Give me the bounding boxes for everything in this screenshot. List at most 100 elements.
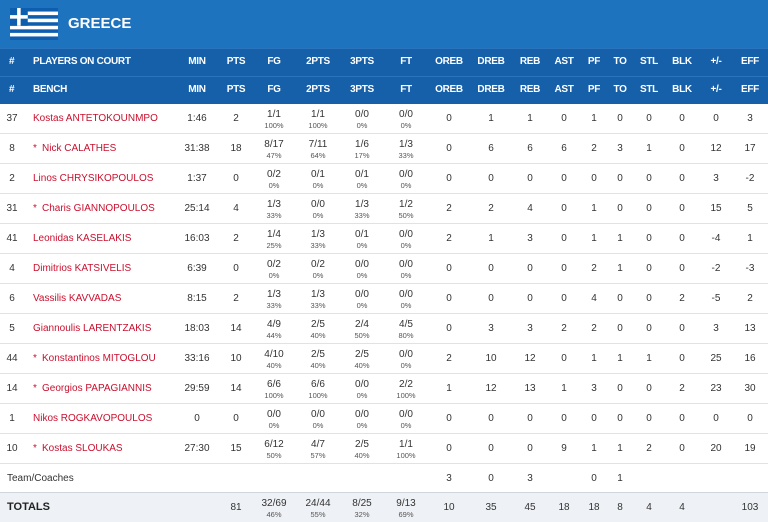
- shot-percentage: 100%: [264, 391, 284, 400]
- column-header: BLK: [672, 56, 692, 67]
- player-row: [0, 254, 768, 284]
- stat-value: 1: [561, 383, 567, 394]
- stat-value: 0: [488, 472, 494, 484]
- stat-value: 0: [679, 173, 685, 184]
- shot-made-attempted: 4/5: [399, 319, 413, 330]
- player-number: 10: [6, 443, 18, 454]
- player-row: [0, 404, 768, 434]
- shot-percentage: 33%: [310, 301, 326, 310]
- shot-percentage: 17%: [354, 151, 370, 160]
- column-header: 2PTS: [306, 56, 330, 67]
- shot-made-attempted: 1/1: [399, 439, 413, 450]
- stat-value: 0: [646, 413, 652, 424]
- shot-made-attempted: 0/1: [355, 229, 369, 240]
- stat-value: 6: [561, 143, 567, 154]
- shot-made-attempted: 0/0: [399, 349, 413, 360]
- stat-value: 0: [527, 443, 533, 454]
- stat-value: 0: [679, 143, 685, 154]
- stat-value: 6: [488, 143, 494, 154]
- shot-made-attempted: 0/0: [355, 109, 369, 120]
- player-row: [0, 134, 768, 164]
- column-header: 2PTS: [306, 84, 330, 95]
- player-name: Kostas ANTETOKOUNMPO: [33, 113, 158, 124]
- header-label: PLAYERS ON COURT: [33, 56, 131, 67]
- column-header: FT: [400, 84, 412, 95]
- stat-value: 0: [679, 353, 685, 364]
- stat-value: 0: [527, 263, 533, 274]
- shot-made-attempted: 1/2: [399, 199, 413, 210]
- shot-made-attempted: 8/17: [264, 139, 284, 150]
- stat-value: 1: [617, 472, 623, 484]
- stat-value: 0: [646, 113, 652, 124]
- shot-percentage: 0%: [400, 361, 412, 370]
- stat-value: 0: [617, 383, 623, 394]
- stat-value: 45: [524, 501, 536, 513]
- stat-value: 0: [561, 173, 567, 184]
- stat-value: 1: [591, 203, 597, 214]
- stat-value: 103: [741, 501, 759, 513]
- shot-made-attempted: 2/5: [355, 349, 369, 360]
- shot-percentage: 57%: [310, 451, 326, 460]
- player-row: [0, 314, 768, 344]
- stat-value: 0: [617, 203, 623, 214]
- shot-percentage: 0%: [268, 421, 280, 430]
- shot-made-attempted: 0/0: [399, 229, 413, 240]
- stat-value: 0: [488, 443, 494, 454]
- stat-value: 0: [446, 173, 452, 184]
- stat-value: 0: [446, 143, 452, 154]
- shot-made-attempted: 32/69: [261, 497, 287, 509]
- column-header: +/-: [710, 56, 722, 67]
- player-name: Linos CHRYSIKOPOULOS: [33, 173, 154, 184]
- player-number: 5: [9, 323, 15, 334]
- stat-value: 0: [561, 293, 567, 304]
- column-header: EFF: [741, 56, 759, 67]
- stat-value: 1: [747, 233, 753, 244]
- column-header: 3PTS: [350, 84, 374, 95]
- stat-value: 0: [591, 173, 597, 184]
- shot-percentage: 0%: [356, 181, 368, 190]
- stat-value: 5: [747, 203, 753, 214]
- stat-value: 1: [446, 383, 452, 394]
- shot-made-attempted: 0/0: [267, 409, 281, 420]
- stat-value: 4: [679, 501, 685, 513]
- shot-made-attempted: 0/2: [267, 169, 281, 180]
- shot-made-attempted: 0/2: [267, 259, 281, 270]
- shot-percentage: 46%: [266, 509, 282, 519]
- stat-value: 3: [747, 113, 753, 124]
- team-name: GREECE: [68, 15, 132, 32]
- stat-value: 0: [679, 443, 685, 454]
- player-row: [0, 194, 768, 224]
- shot-percentage: 40%: [310, 331, 326, 340]
- column-header: REB: [519, 56, 541, 67]
- stat-value: 25: [710, 353, 722, 364]
- stat-value: 2: [446, 203, 452, 214]
- stat-value: 10: [230, 353, 242, 364]
- stat-value: 0: [747, 413, 753, 424]
- stat-value: 0: [646, 203, 652, 214]
- stat-value: 0: [591, 413, 597, 424]
- shot-made-attempted: 7/11: [308, 139, 328, 150]
- shot-percentage: 0%: [400, 301, 412, 310]
- stat-value: 1:46: [187, 113, 207, 124]
- shot-made-attempted: 2/2: [399, 379, 413, 390]
- player-name: Dimitrios KATSIVELIS: [33, 263, 132, 274]
- stat-value: 0: [488, 413, 494, 424]
- shot-made-attempted: 4/9: [267, 319, 281, 330]
- stat-value: 1: [591, 113, 597, 124]
- shot-made-attempted: 0/0: [399, 259, 413, 270]
- stat-value: 0: [446, 323, 452, 334]
- player-name: Leonidas KASELAKIS: [33, 233, 132, 244]
- stat-value: 4: [527, 203, 533, 214]
- stat-value: 12: [485, 383, 497, 394]
- shot-made-attempted: 9/13: [396, 497, 416, 509]
- player-number: 2: [9, 173, 15, 184]
- shot-made-attempted: 0/0: [355, 289, 369, 300]
- stat-value: 17: [744, 143, 756, 154]
- stat-value: 0: [561, 203, 567, 214]
- stat-value: 1: [527, 113, 533, 124]
- shot-made-attempted: 0/0: [399, 169, 413, 180]
- stat-value: 0: [446, 263, 452, 274]
- column-header: OREB: [435, 84, 463, 95]
- stat-value: 0: [488, 293, 494, 304]
